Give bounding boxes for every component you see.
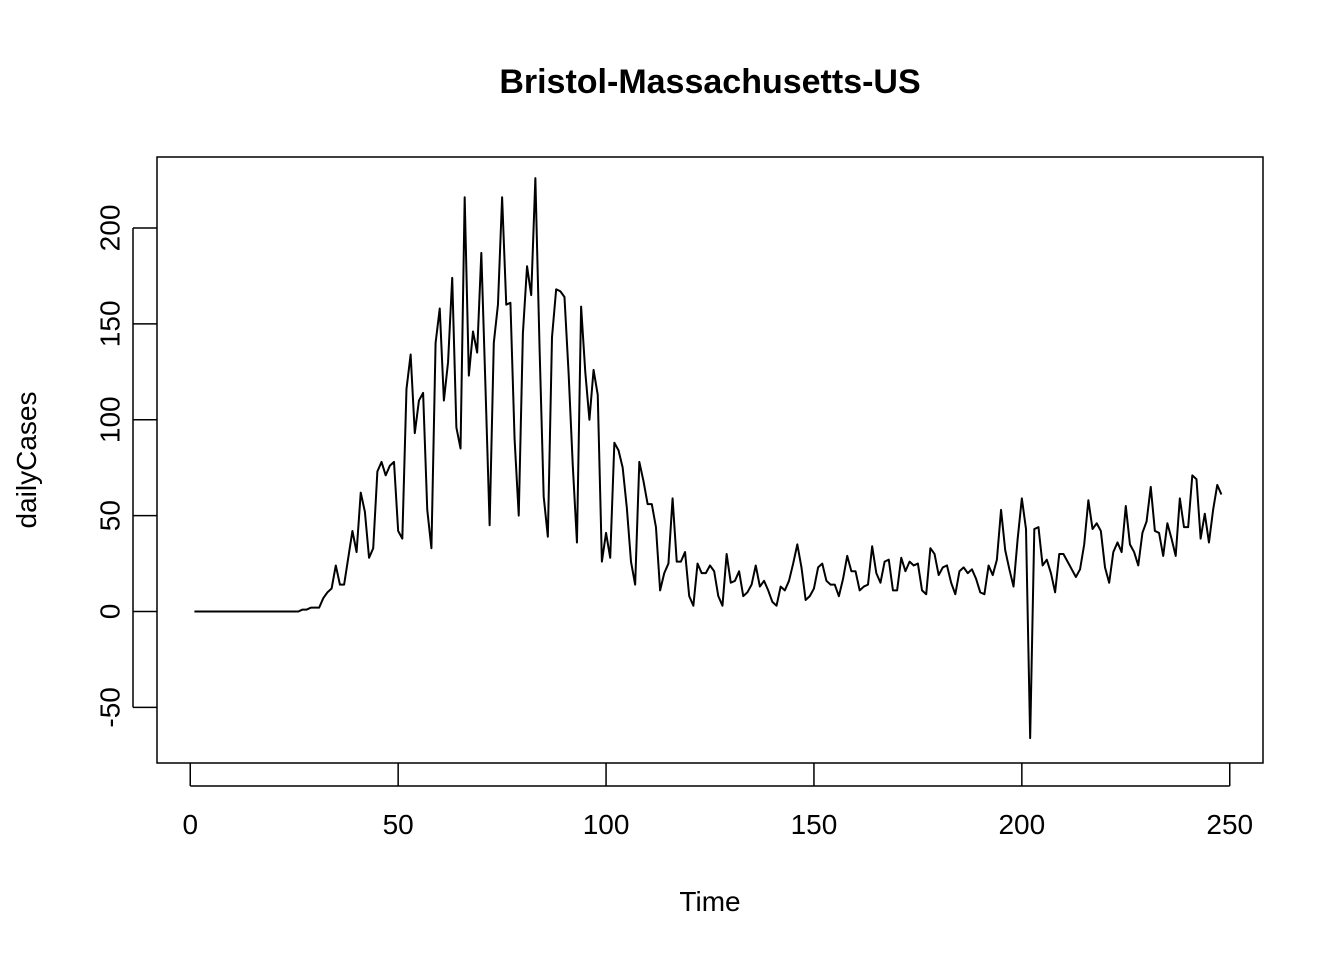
x-axis-label: Time <box>679 886 740 917</box>
y-tick-label: 150 <box>95 300 126 347</box>
plot-frame <box>156 156 1264 764</box>
y-tick-label: 100 <box>95 396 126 443</box>
x-tick-label: 150 <box>791 809 838 840</box>
x-tick-label: 200 <box>998 809 1045 840</box>
y-axis-label: dailyCases <box>11 392 42 529</box>
y-axis: -50 0 50 100 150 200 <box>95 205 157 728</box>
x-axis: 0 50 100 150 200 250 <box>182 763 1253 840</box>
x-tick-label: 100 <box>583 809 630 840</box>
x-tick-label: 250 <box>1206 809 1253 840</box>
y-tick-label: -50 <box>95 687 126 727</box>
chart-title: Bristol-Massachusetts-US <box>499 63 920 101</box>
y-tick-label: 0 <box>95 604 126 620</box>
x-tick-label: 50 <box>383 809 414 840</box>
series-line <box>194 177 1223 740</box>
y-tick-label: 200 <box>95 205 126 252</box>
y-tick-label: 50 <box>95 500 126 531</box>
x-tick-label: 0 <box>182 809 198 840</box>
